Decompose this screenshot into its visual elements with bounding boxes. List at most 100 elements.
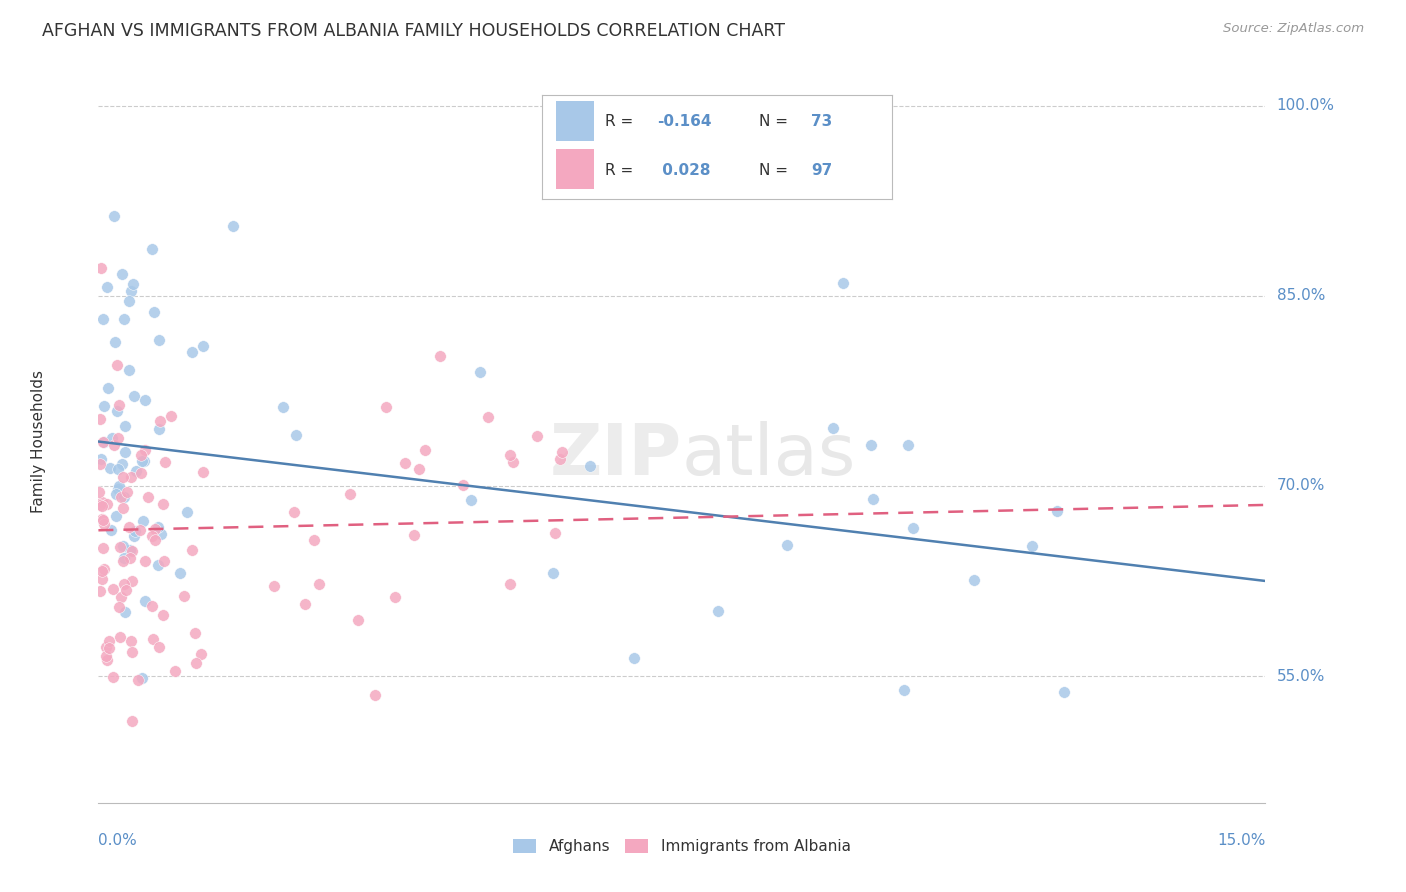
Point (283, 505, 305, 519)
Point (91, 499, 114, 513)
Point (294, 597, 316, 611)
Point (901, 521, 924, 535)
Point (121, 544, 143, 558)
Point (134, 554, 156, 568)
Point (111, 267, 134, 281)
Text: Family Households: Family Households (31, 370, 46, 513)
Point (623, 650, 645, 665)
Point (408, 462, 430, 476)
Point (105, 358, 128, 372)
Point (453, 478, 475, 492)
Text: 85.0%: 85.0% (1277, 288, 1324, 303)
Point (90, 512, 112, 526)
Point (136, 490, 159, 504)
Point (111, 500, 134, 515)
Point (963, 573, 986, 587)
Point (110, 490, 132, 504)
Point (91, 312, 114, 326)
Point (122, 529, 145, 543)
Point (148, 422, 170, 436)
Point (862, 492, 884, 507)
Point (152, 608, 174, 623)
Point (302, 533, 325, 547)
Point (152, 497, 174, 511)
Point (107, 483, 129, 497)
Point (831, 276, 853, 290)
Point (91, 564, 114, 578)
Point (499, 448, 522, 462)
Point (141, 599, 163, 613)
Point (146, 558, 169, 572)
Point (118, 363, 141, 377)
Point (121, 714, 143, 728)
Text: 70.0%: 70.0% (1277, 478, 1324, 493)
Point (100, 523, 122, 537)
Point (122, 389, 145, 403)
Point (141, 529, 163, 543)
Point (89, 498, 111, 512)
Point (143, 304, 166, 318)
Point (143, 522, 166, 536)
Point (160, 409, 183, 424)
Point (112, 539, 135, 553)
Point (112, 576, 135, 591)
Point (89, 412, 111, 426)
Point (502, 455, 524, 469)
Point (120, 634, 142, 648)
Point (121, 277, 143, 292)
Point (181, 345, 204, 359)
Point (271, 401, 294, 415)
Point (103, 438, 125, 452)
Point (191, 465, 214, 479)
Point (120, 543, 142, 558)
Text: AFGHAN VS IMMIGRANTS FROM ALBANIA FAMILY HOUSEHOLDS CORRELATION CHART: AFGHAN VS IMMIGRANTS FROM ALBANIA FAMILY… (42, 22, 785, 40)
Point (108, 599, 131, 614)
Point (132, 514, 155, 528)
Point (526, 429, 548, 443)
Point (477, 410, 499, 425)
Point (1021, 540, 1043, 554)
Point (499, 577, 522, 591)
Point (120, 284, 142, 298)
Point (96, 497, 118, 511)
Point (121, 644, 143, 658)
Point (101, 431, 124, 445)
Point (184, 656, 207, 670)
Point (134, 594, 156, 608)
Point (222, 219, 245, 234)
Point (105, 508, 128, 523)
Point (548, 451, 571, 466)
Point (346, 613, 368, 627)
Point (115, 485, 138, 500)
Point (821, 421, 844, 435)
Point (98, 640, 121, 655)
Point (118, 520, 141, 534)
Point (118, 294, 141, 309)
Point (551, 445, 574, 459)
Point (263, 579, 285, 593)
Point (101, 670, 124, 684)
Point (394, 456, 416, 470)
Text: 0.0%: 0.0% (98, 833, 138, 848)
Point (108, 398, 131, 412)
Point (108, 479, 131, 493)
Point (169, 566, 191, 580)
Point (134, 392, 156, 407)
Point (131, 671, 153, 685)
Point (125, 464, 148, 478)
Point (112, 550, 135, 565)
Point (402, 527, 425, 541)
Point (112, 491, 135, 505)
Point (190, 647, 212, 661)
Point (131, 454, 153, 468)
Point (107, 462, 129, 476)
Point (105, 403, 128, 417)
Point (191, 339, 214, 353)
Point (148, 520, 170, 534)
Point (91, 435, 114, 450)
Point (893, 683, 915, 698)
Point (93, 513, 115, 527)
Point (860, 438, 883, 452)
Point (134, 442, 156, 457)
Point (384, 591, 406, 605)
